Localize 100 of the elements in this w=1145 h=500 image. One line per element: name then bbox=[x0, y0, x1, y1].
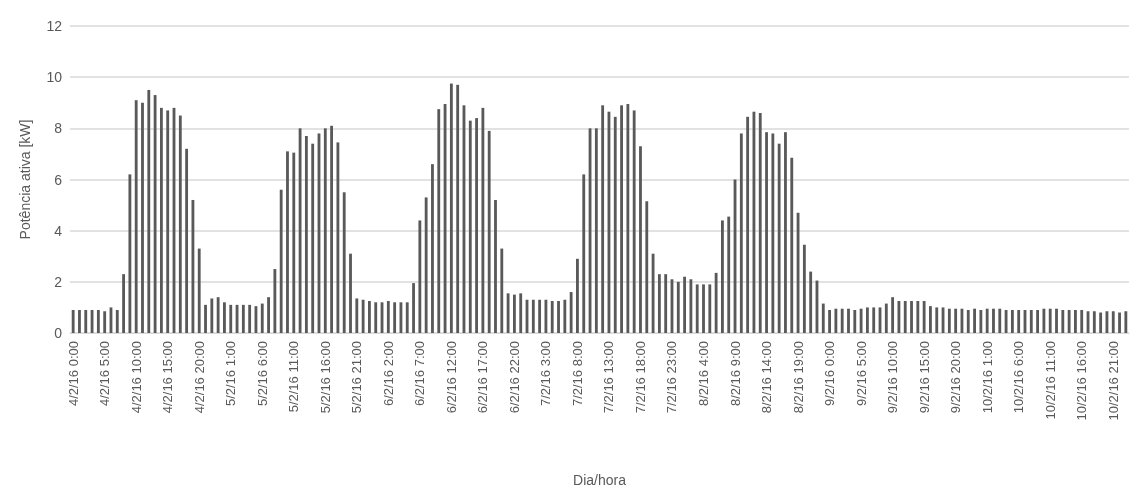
bar bbox=[620, 105, 623, 333]
x-tick-label: 10/2/16 6:00 bbox=[1011, 341, 1027, 414]
bar bbox=[431, 164, 434, 333]
bar bbox=[349, 253, 352, 333]
bar bbox=[330, 125, 334, 333]
bar bbox=[405, 302, 409, 333]
bar bbox=[563, 299, 567, 333]
bar bbox=[784, 132, 787, 333]
bar bbox=[947, 308, 951, 333]
x-tick-label: 7/2/16 8:00 bbox=[569, 341, 585, 407]
bar bbox=[424, 197, 428, 333]
x-tick-label: 4/2/16 10:00 bbox=[128, 341, 144, 414]
x-tick-label: 6/2/16 17:00 bbox=[475, 341, 491, 414]
bar bbox=[840, 308, 844, 333]
bar bbox=[872, 307, 876, 333]
bar bbox=[1118, 312, 1121, 333]
bar bbox=[557, 301, 560, 333]
bar bbox=[903, 301, 907, 333]
bar bbox=[311, 143, 315, 333]
bar bbox=[998, 308, 1002, 333]
bar bbox=[821, 303, 825, 333]
x-tick-label: 7/2/16 3:00 bbox=[538, 341, 554, 407]
bar bbox=[1036, 309, 1040, 333]
bar bbox=[134, 100, 138, 333]
bar bbox=[626, 104, 630, 333]
bar bbox=[292, 152, 296, 333]
bar bbox=[248, 304, 252, 333]
bar bbox=[159, 107, 163, 333]
bar bbox=[456, 84, 460, 333]
y-tick-label: 2 bbox=[54, 273, 63, 290]
bar bbox=[229, 304, 233, 333]
bar bbox=[304, 136, 308, 333]
bar bbox=[954, 308, 958, 333]
bar bbox=[828, 309, 831, 333]
bar bbox=[260, 303, 264, 333]
bar bbox=[1067, 309, 1071, 333]
bar bbox=[468, 120, 472, 333]
y-tick-label: 0 bbox=[54, 325, 63, 341]
x-tick-label: 5/2/16 6:00 bbox=[254, 341, 270, 407]
bar bbox=[1099, 312, 1103, 333]
y-tick-label: 10 bbox=[46, 69, 63, 86]
bar bbox=[475, 118, 478, 333]
x-tick-label: 9/2/16 15:00 bbox=[916, 341, 932, 414]
y-axis-title: Potência ativa [kW] bbox=[17, 119, 33, 240]
bar bbox=[494, 199, 497, 333]
x-axis-title: Dia/hora bbox=[573, 472, 627, 488]
x-tick-label: 4/2/16 0:00 bbox=[65, 341, 81, 407]
bar bbox=[197, 248, 201, 333]
bar bbox=[865, 307, 869, 333]
bar bbox=[342, 192, 346, 333]
bar bbox=[765, 132, 768, 333]
bar bbox=[96, 309, 100, 333]
bar bbox=[336, 142, 340, 333]
bar bbox=[594, 128, 598, 333]
bar bbox=[985, 308, 989, 333]
bar bbox=[809, 271, 813, 333]
bar bbox=[361, 299, 365, 333]
bar bbox=[418, 220, 422, 333]
y-tick-label: 4 bbox=[54, 222, 63, 239]
bar bbox=[576, 258, 579, 333]
bar bbox=[777, 143, 781, 333]
x-tick-label: 8/2/16 4:00 bbox=[696, 341, 712, 407]
x-tick-label: 5/2/16 1:00 bbox=[223, 341, 239, 407]
x-tick-label: 4/2/16 20:00 bbox=[191, 341, 207, 414]
x-tick-label: 7/2/16 23:00 bbox=[664, 341, 680, 414]
bar bbox=[758, 112, 762, 333]
x-tick-label: 4/2/16 15:00 bbox=[160, 341, 176, 414]
bar bbox=[601, 105, 605, 333]
bar bbox=[78, 309, 81, 333]
x-tick-label: 5/2/16 16:00 bbox=[317, 341, 333, 414]
x-tick-label: 10/2/16 1:00 bbox=[979, 341, 995, 414]
bar bbox=[393, 302, 397, 333]
bar bbox=[721, 220, 724, 333]
bar bbox=[966, 309, 970, 333]
bar bbox=[267, 297, 270, 333]
bar bbox=[884, 303, 888, 333]
bar bbox=[128, 174, 132, 333]
bar bbox=[1061, 309, 1065, 333]
x-tick-label: 9/2/16 10:00 bbox=[885, 341, 901, 414]
bar bbox=[449, 83, 453, 333]
bar bbox=[582, 174, 586, 333]
bar bbox=[708, 284, 712, 333]
bar bbox=[853, 309, 857, 333]
bar bbox=[531, 299, 535, 333]
bar bbox=[519, 293, 523, 333]
bar bbox=[979, 309, 983, 333]
bar bbox=[1074, 309, 1077, 333]
bar bbox=[702, 284, 705, 333]
bar bbox=[84, 309, 88, 333]
y-tick-label: 12 bbox=[46, 18, 63, 34]
y-tick-label: 8 bbox=[54, 120, 63, 137]
bar bbox=[922, 301, 926, 333]
bar bbox=[506, 293, 510, 333]
bar bbox=[973, 308, 976, 333]
x-tick-label: 7/2/16 13:00 bbox=[601, 341, 617, 414]
bar bbox=[71, 309, 75, 333]
bar bbox=[210, 298, 214, 333]
bar bbox=[739, 133, 743, 333]
x-tick-label: 6/2/16 22:00 bbox=[506, 341, 522, 414]
bar bbox=[569, 292, 573, 333]
